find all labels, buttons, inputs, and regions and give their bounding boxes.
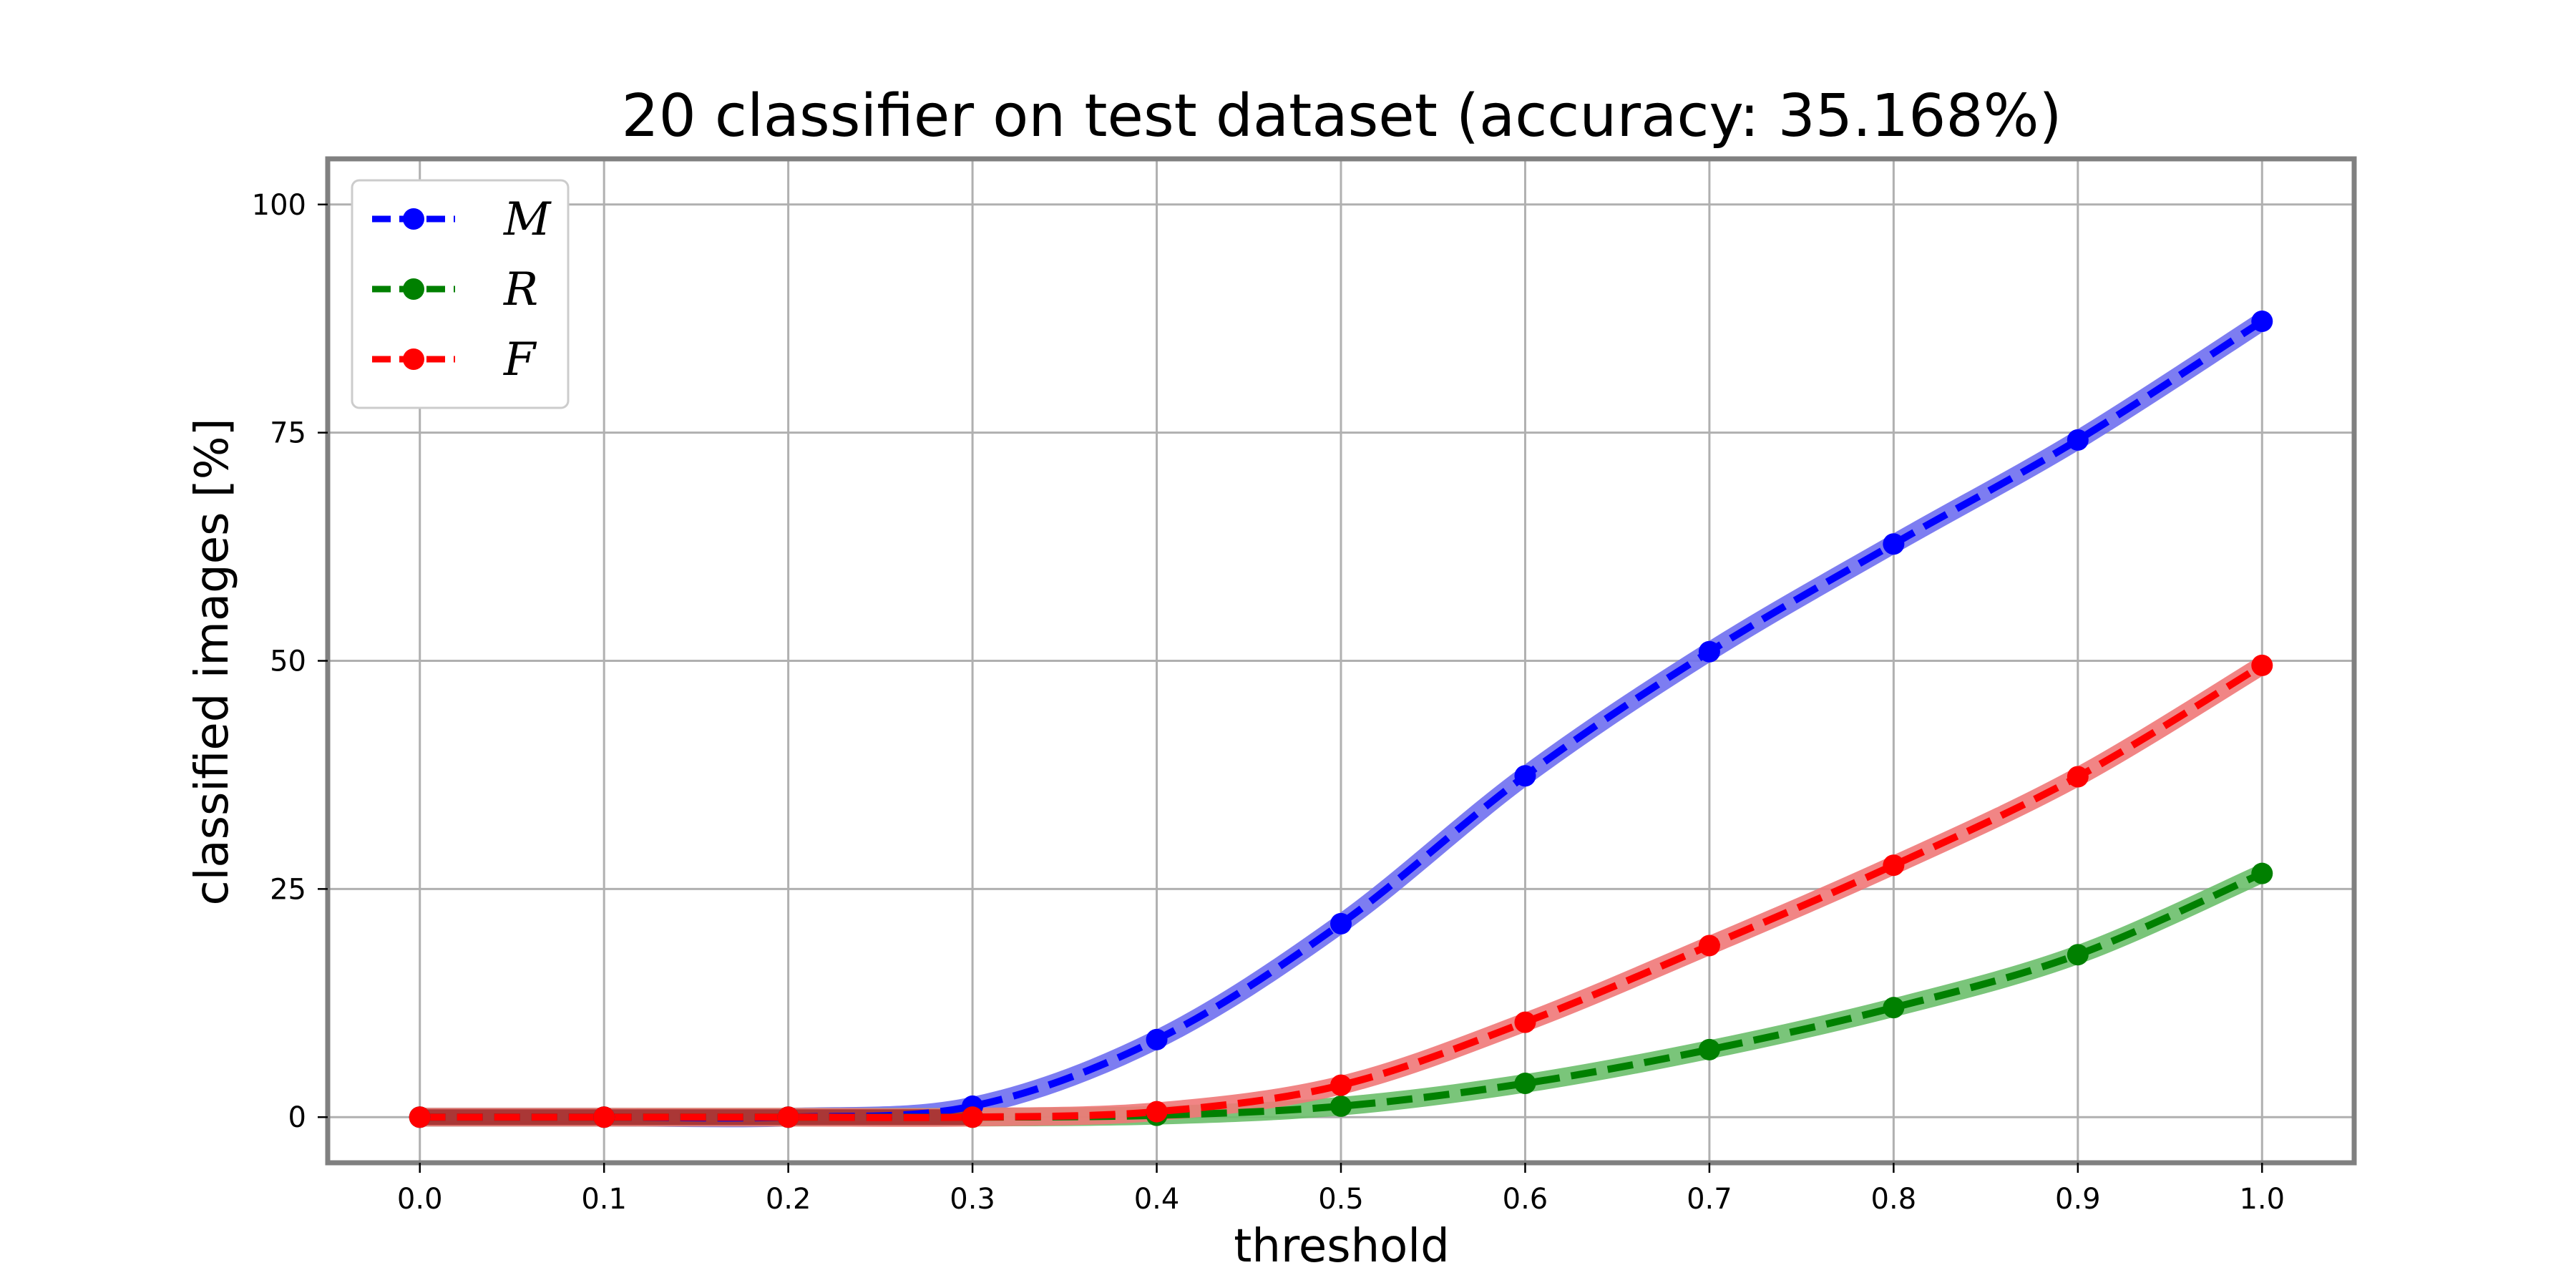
data-point-f (1883, 854, 1905, 877)
x-tick-label: 0.5 (1318, 1183, 1364, 1216)
x-tick-label: 0.2 (766, 1183, 811, 1216)
series-line-f (419, 662, 2264, 1121)
legend-label-r: R (503, 263, 538, 316)
data-point-f (1514, 1011, 1536, 1033)
legend-label-m: M (503, 193, 552, 246)
y-tick-label: 0 (288, 1101, 306, 1134)
y-tick-label: 75 (270, 417, 306, 450)
legend-marker-m (403, 208, 424, 230)
data-point-f (1146, 1101, 1168, 1123)
axis-ticks: 0.0 0.1 0.2 0.3 0.4 0.5 0.6 0.7 0.8 0.9 1.0 0 25 50 75… (252, 189, 2285, 1216)
chart-title: 20 classifier on test dataset (accuracy:… (622, 82, 2062, 150)
data-point-f (962, 1106, 984, 1128)
x-axis-label: threshold (1234, 1220, 1449, 1273)
legend-label-f: F (503, 333, 537, 386)
data-point-r (2251, 862, 2273, 884)
x-tick-label: 0.0 (397, 1183, 443, 1216)
x-tick-label: 0.6 (1503, 1183, 1548, 1216)
y-axis-label: classified images [%] (186, 418, 239, 905)
data-point-r (2067, 944, 2089, 966)
legend-marker-f (403, 348, 424, 370)
series-markers (409, 311, 2273, 1128)
data-point-r (1698, 1038, 1720, 1060)
legend-box (351, 179, 570, 409)
data-point-f (777, 1106, 799, 1128)
data-point-m (1883, 533, 1905, 555)
legend: MRF (351, 179, 570, 409)
y-tick-label: 100 (252, 189, 306, 222)
x-tick-label: 0.3 (950, 1183, 995, 1216)
data-point-f (1330, 1074, 1352, 1096)
data-point-f (1698, 935, 1720, 957)
data-point-m (2251, 311, 2273, 333)
data-point-f (2067, 766, 2089, 788)
x-tick-label: 0.7 (1687, 1183, 1732, 1216)
x-tick-label: 0.1 (581, 1183, 627, 1216)
x-tick-label: 1.0 (2239, 1183, 2285, 1216)
data-point-f (2251, 654, 2273, 676)
legend-marker-r (403, 278, 424, 300)
series-lines (419, 318, 2264, 1122)
data-point-m (2067, 429, 2089, 451)
data-point-m (1330, 912, 1352, 935)
data-point-r (1514, 1073, 1536, 1095)
x-tick-label: 0.8 (1871, 1183, 1917, 1216)
data-point-m (1698, 640, 1720, 663)
data-point-m (1514, 765, 1536, 787)
data-point-f (593, 1106, 615, 1128)
data-point-r (1883, 997, 1905, 1019)
y-tick-label: 50 (270, 645, 306, 678)
data-point-m (1146, 1028, 1168, 1050)
grid (328, 159, 2354, 1163)
x-tick-label: 0.4 (1134, 1183, 1180, 1216)
data-point-r (1330, 1095, 1352, 1117)
y-tick-label: 25 (270, 873, 306, 906)
data-point-f (409, 1106, 431, 1128)
x-tick-label: 0.9 (2055, 1183, 2101, 1216)
